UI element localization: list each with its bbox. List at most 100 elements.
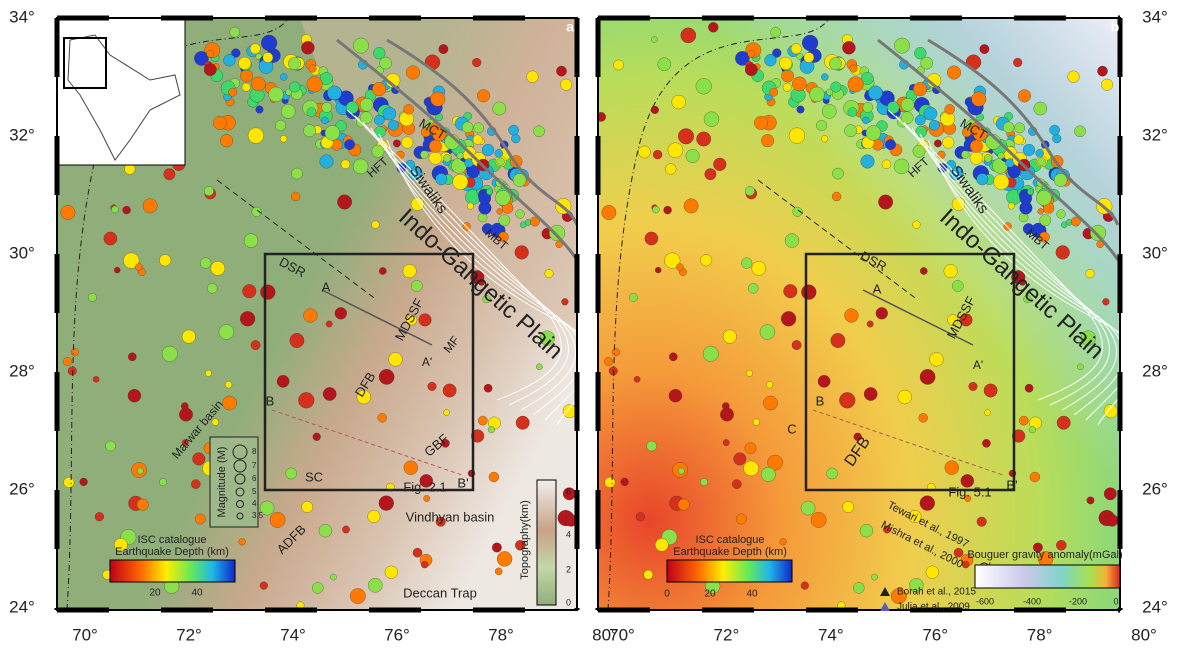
earthquake-dot [980, 44, 989, 53]
earthquake-dot [238, 57, 251, 70]
earthquake-dot [801, 285, 816, 300]
lat-tick-label: 30° [1142, 243, 1168, 262]
earthquake-dot [443, 154, 451, 162]
earthquake-dot [368, 510, 381, 523]
earthquake-dot [930, 353, 944, 367]
earthquake-dot [492, 543, 501, 552]
earthquake-dot [389, 353, 403, 367]
earthquake-dot [984, 154, 992, 162]
colorbar-tick: 0 [566, 597, 571, 607]
earthquake-dot [1057, 210, 1066, 219]
earthquake-dot [1014, 135, 1024, 145]
earthquake-dot [745, 443, 756, 454]
lat-tick-label: 34° [1142, 7, 1168, 26]
earthquake-dot [439, 44, 448, 53]
magnitude-tick: 4 [252, 499, 257, 508]
earthquake-dot [863, 102, 873, 112]
map-label: Deccan Trap [403, 585, 477, 600]
earthquake-dot [95, 512, 104, 521]
earthquake-dot [934, 140, 941, 147]
earthquake-dot [945, 461, 959, 475]
earthquake-dot [972, 92, 987, 107]
earthquake-dot [766, 381, 773, 388]
map-label: A [322, 279, 331, 294]
earthquake-dot [290, 82, 301, 93]
lat-tick-label: 28° [9, 361, 35, 380]
earthquake-dot [411, 280, 422, 291]
earthquake-dot [182, 330, 196, 344]
colorbar-tick: 20 [704, 589, 716, 600]
colorbar-tick: -400 [1023, 596, 1041, 606]
earthquake-dot [234, 5, 247, 18]
legend-entry: Borah et al., 2015 [897, 587, 976, 598]
lon-tick-label: 80° [592, 625, 618, 644]
earthquake-dot [876, 307, 888, 319]
earthquake-dot [128, 389, 141, 402]
earthquake-dot [80, 478, 88, 486]
earthquake-dot [137, 468, 143, 474]
earthquake-dot [678, 129, 694, 145]
earthquake-dot [832, 192, 841, 201]
earthquake-dot [1008, 203, 1014, 209]
earthquake-dot [947, 66, 961, 80]
map-label: b [1111, 19, 1120, 35]
earthquake-dot [763, 396, 777, 410]
map-label: B' [1006, 477, 1017, 492]
earthquake-dot [644, 570, 653, 579]
earthquake-dot [1038, 158, 1046, 166]
map-label: Vindhyan basin [406, 509, 495, 524]
earthquake-dot [818, 375, 830, 387]
earthquake-dot [280, 135, 287, 142]
colorbar-tick: 4 [566, 529, 571, 539]
earthquake-dot [244, 234, 258, 248]
earthquake-dot [1050, 125, 1060, 135]
earthquake-dot [419, 314, 432, 327]
earthquake-dot [243, 5, 252, 14]
earthquake-dot [919, 413, 928, 422]
earthquake-dot [159, 254, 171, 266]
earthquake-dot [378, 413, 387, 422]
earthquake-dot [744, 461, 759, 476]
earthquake-dot [752, 261, 766, 275]
earthquake-dot [397, 151, 405, 159]
earthquake-dot [444, 410, 450, 416]
lat-tick-label: 24° [9, 597, 35, 616]
earthquake-dot [88, 293, 96, 301]
earthquake-dot [281, 104, 295, 118]
earthquake-dot [760, 325, 775, 340]
earthquake-dot [207, 283, 217, 293]
earthquake-dot [482, 144, 494, 156]
earthquake-dot [1104, 404, 1118, 418]
earthquake-dot [651, 106, 659, 114]
earthquake-dot [831, 333, 845, 347]
earthquake-dot [302, 501, 313, 512]
earthquake-dot [320, 155, 334, 169]
lon-tick-label: 74° [818, 625, 844, 644]
earthquake-dot [1104, 488, 1116, 500]
earthquake-dot [179, 408, 192, 421]
earthquake-dot [497, 551, 512, 566]
earthquake-dot [801, 501, 815, 515]
earthquake-dot [681, 28, 696, 43]
earthquake-dot [291, 192, 300, 201]
earthquake-dot [843, 501, 854, 512]
earthquake-dot [864, 387, 877, 400]
earthquake-dot [994, 174, 1009, 189]
earthquake-dot [290, 333, 304, 347]
lat-tick-label: 26° [9, 479, 35, 498]
earthquake-dot [745, 186, 755, 196]
earthquake-dot [871, 574, 877, 580]
earthquake-dot [322, 102, 332, 112]
earthquake-dot [563, 404, 577, 418]
earthquake-dot [1025, 384, 1033, 392]
legend-title: Earthquake Depth (km) [115, 546, 229, 558]
earthquake-dot [723, 330, 737, 344]
map-label: Fig. 5.1 [948, 484, 991, 499]
magnitude-tick: 5 [252, 487, 257, 496]
earthquake-dot [848, 108, 857, 117]
earthquake-dot [327, 86, 341, 100]
earthquake-dot [1040, 215, 1051, 226]
earthquake-dot [977, 173, 989, 185]
magnitude-tick: 7 [252, 461, 257, 470]
earthquake-dot [651, 37, 657, 43]
